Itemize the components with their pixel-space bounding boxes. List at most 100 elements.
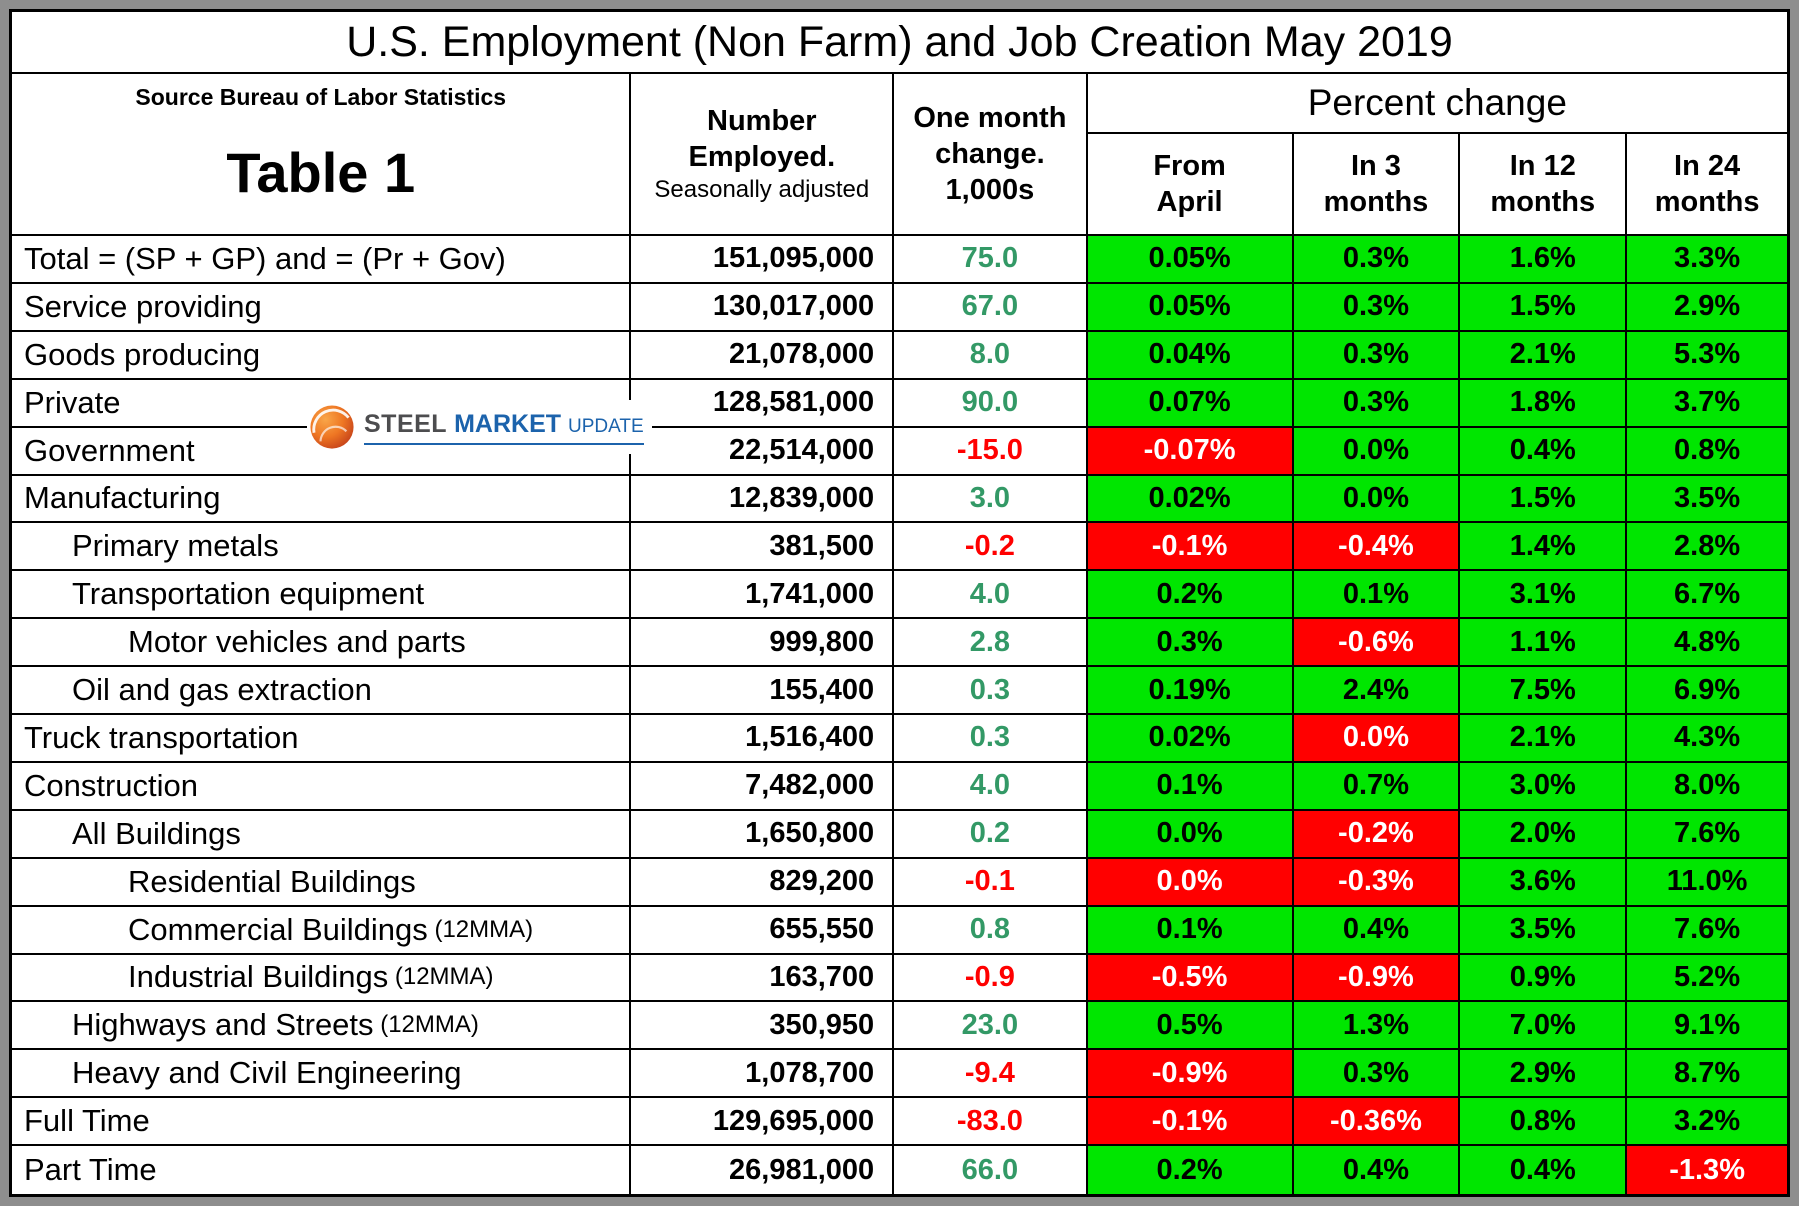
one-month-change-value: 0.3 bbox=[894, 715, 1088, 763]
employed-value: 12,839,000 bbox=[631, 475, 895, 524]
percent-change-cell: 3.1% bbox=[1460, 571, 1628, 620]
smu-word-update: UPDATE bbox=[568, 415, 644, 437]
percent-change-cell: 3.3% bbox=[1627, 236, 1787, 284]
percent-change-cell: 2.9% bbox=[1627, 283, 1787, 332]
header-in-3-months: In 3 months bbox=[1293, 134, 1461, 236]
percent-change-cell: 0.2% bbox=[1087, 1146, 1294, 1194]
one-month-change-value: 90.0 bbox=[894, 379, 1088, 428]
percent-change-cell: 2.0% bbox=[1460, 810, 1628, 859]
row-label: Government bbox=[12, 427, 632, 476]
one-month-change-value: 0.3 bbox=[894, 667, 1088, 715]
percent-change-cell: 0.0% bbox=[1087, 810, 1294, 859]
percent-change-cell: 3.2% bbox=[1627, 1098, 1787, 1147]
employed-value: 129,695,000 bbox=[631, 1098, 895, 1147]
percent-change-cell: 11.0% bbox=[1627, 858, 1787, 907]
percent-change-cell: 1.3% bbox=[1293, 1002, 1461, 1051]
employed-value: 829,200 bbox=[631, 858, 895, 907]
percent-change-cell: 1.8% bbox=[1460, 379, 1628, 428]
one-month-change-value: -0.1 bbox=[894, 858, 1088, 907]
percent-change-cell: 4.3% bbox=[1627, 715, 1787, 763]
source-label: Source Bureau of Labor Statistics bbox=[135, 84, 507, 110]
header-number-employed-line1: Number bbox=[707, 104, 817, 137]
percent-change-cell: 7.0% bbox=[1460, 1002, 1628, 1051]
employed-value: 155,400 bbox=[631, 667, 895, 715]
percent-change-cell: -1.3% bbox=[1627, 1146, 1787, 1194]
header-number-employed: Number Employed. Seasonally adjusted bbox=[631, 74, 895, 236]
row-label: Total = (SP + GP) and = (Pr + Gov) bbox=[12, 236, 632, 284]
one-month-change-value: 75.0 bbox=[894, 236, 1088, 284]
percent-change-cell: 2.9% bbox=[1460, 1050, 1628, 1099]
header-one-month-change-line3: 1,000s bbox=[945, 174, 1035, 207]
percent-change-cell: -0.1% bbox=[1087, 1098, 1294, 1147]
row-label: Motor vehicles and parts bbox=[12, 619, 632, 668]
row-label: Residential Buildings bbox=[12, 858, 632, 907]
percent-change-cell: 1.6% bbox=[1460, 236, 1628, 284]
percent-change-cell: 0.3% bbox=[1293, 283, 1461, 332]
row-label: Industrial Buildings (12MMA) bbox=[12, 954, 632, 1003]
row-label: Heavy and Civil Engineering bbox=[12, 1050, 632, 1099]
percent-change-cell: 0.0% bbox=[1293, 427, 1461, 476]
percent-change-cell: -0.9% bbox=[1293, 954, 1461, 1003]
percent-change-cell: 0.1% bbox=[1087, 762, 1294, 811]
employed-value: 1,741,000 bbox=[631, 571, 895, 620]
percent-change-cell: 2.1% bbox=[1460, 331, 1628, 380]
row-label: All Buildings bbox=[12, 810, 632, 859]
row-label: Commercial Buildings (12MMA) bbox=[12, 906, 632, 955]
header-label-column: Source Bureau of Labor Statistics Table … bbox=[12, 74, 632, 236]
percent-change-cell: -0.36% bbox=[1293, 1098, 1461, 1147]
percent-change-cell: 8.0% bbox=[1627, 762, 1787, 811]
one-month-change-value: -9.4 bbox=[894, 1050, 1088, 1099]
percent-change-cell: 3.0% bbox=[1460, 762, 1628, 811]
header-in-3-months-line2: months bbox=[1323, 186, 1429, 218]
header-in-3-months-line1: In 3 bbox=[1350, 149, 1401, 182]
row-label: Oil and gas extraction bbox=[12, 667, 632, 715]
percent-change-cell: 5.3% bbox=[1627, 331, 1787, 380]
percent-change-cell: 7.6% bbox=[1627, 810, 1787, 859]
one-month-change-value: 2.8 bbox=[894, 619, 1088, 668]
percent-change-cell: -0.2% bbox=[1293, 810, 1461, 859]
header-from-april-line1: From bbox=[1153, 149, 1226, 182]
percent-change-cell: 0.3% bbox=[1087, 619, 1294, 668]
percent-change-cell: 0.7% bbox=[1293, 762, 1461, 811]
one-month-change-value: 23.0 bbox=[894, 1002, 1088, 1051]
percent-change-cell: 0.4% bbox=[1460, 427, 1628, 476]
page-title: U.S. Employment (Non Farm) and Job Creat… bbox=[12, 12, 1787, 74]
percent-change-cell: 1.1% bbox=[1460, 619, 1628, 668]
one-month-change-value: 66.0 bbox=[894, 1146, 1088, 1194]
employed-value: 163,700 bbox=[631, 954, 895, 1003]
percent-change-cell: 0.1% bbox=[1293, 571, 1461, 620]
percent-change-cell: 1.5% bbox=[1460, 475, 1628, 524]
percent-change-cell: 0.4% bbox=[1293, 906, 1461, 955]
header-in-12-months-line1: In 12 bbox=[1509, 149, 1576, 182]
header-from-april: From April bbox=[1087, 134, 1294, 236]
percent-change-cell: -0.3% bbox=[1293, 858, 1461, 907]
percent-change-cell: 0.02% bbox=[1087, 475, 1294, 524]
percent-change-cell: 0.05% bbox=[1087, 236, 1294, 284]
percent-change-cell: 6.9% bbox=[1627, 667, 1787, 715]
smu-word-market: MARKET bbox=[454, 409, 562, 438]
one-month-change-value: 67.0 bbox=[894, 283, 1088, 332]
smu-word-steel: STEEL bbox=[364, 409, 448, 438]
steel-market-update-logo: STEEL MARKET UPDATE bbox=[307, 400, 652, 454]
percent-change-cell: 0.8% bbox=[1627, 427, 1787, 476]
header-number-employed-line2: Employed. bbox=[688, 141, 836, 173]
row-label: Highways and Streets (12MMA) bbox=[12, 1002, 632, 1051]
one-month-change-value: 4.0 bbox=[894, 762, 1088, 811]
percent-change-cell: 4.8% bbox=[1627, 619, 1787, 668]
percent-change-cell: 9.1% bbox=[1627, 1002, 1787, 1051]
percent-change-cell: 0.0% bbox=[1293, 475, 1461, 524]
percent-change-cell: 3.7% bbox=[1627, 379, 1787, 428]
header-one-month-change-line2: change. bbox=[935, 137, 1045, 170]
percent-change-cell: -0.4% bbox=[1293, 523, 1461, 572]
percent-change-cell: 0.0% bbox=[1087, 858, 1294, 907]
header-in-24-months-line1: In 24 bbox=[1674, 149, 1741, 182]
one-month-change-value: 3.0 bbox=[894, 475, 1088, 524]
row-label: Part Time bbox=[12, 1146, 632, 1194]
one-month-change-value: 8.0 bbox=[894, 331, 1088, 380]
one-month-change-value: 0.8 bbox=[894, 906, 1088, 955]
one-month-change-value: -15.0 bbox=[894, 427, 1088, 476]
percent-change-cell: 0.8% bbox=[1460, 1098, 1628, 1147]
header-one-month-change-line1: One month bbox=[913, 101, 1067, 134]
employed-value: 381,500 bbox=[631, 523, 895, 572]
employed-value: 21,078,000 bbox=[631, 331, 895, 380]
